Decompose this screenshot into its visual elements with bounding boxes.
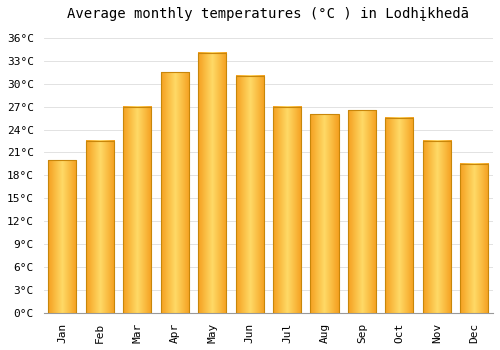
Bar (48, 160, 76, 313)
Title: Average monthly temperatures (°C ) in Lodhįkhedā: Average monthly temperatures (°C ) in Lo… (68, 7, 469, 21)
Bar (236, 76, 264, 313)
Bar (160, 72, 189, 313)
Bar (198, 53, 226, 313)
Bar (460, 164, 488, 313)
Bar (86, 141, 114, 313)
Bar (348, 110, 376, 313)
Bar (310, 114, 338, 313)
Bar (123, 107, 152, 313)
Bar (386, 118, 413, 313)
Bar (423, 141, 451, 313)
Bar (273, 107, 301, 313)
